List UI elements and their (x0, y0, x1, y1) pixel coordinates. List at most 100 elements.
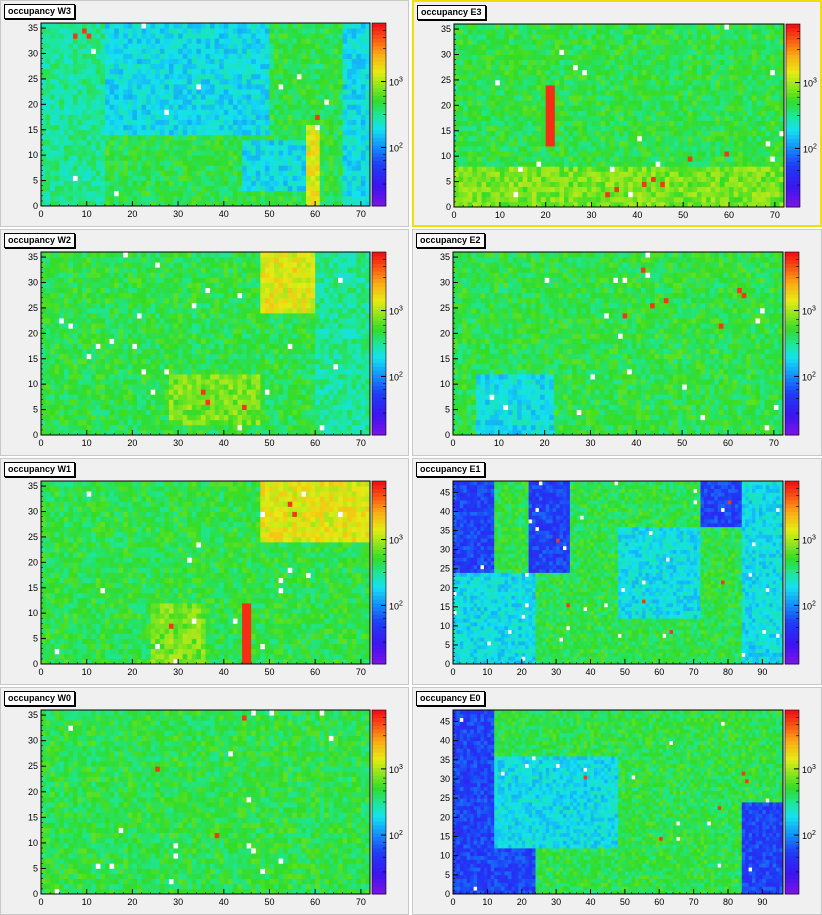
heatmap-cell (609, 85, 615, 91)
heatmap-cell (127, 180, 133, 187)
heatmap-cell (660, 39, 666, 45)
heatmap-cell (118, 23, 124, 29)
heatmap-cell (669, 34, 675, 40)
heatmap-cell (360, 195, 366, 202)
heatmap-cell (527, 176, 533, 182)
heatmap-cell (301, 200, 307, 207)
heatmap-cell (223, 28, 229, 34)
heatmap-cell (246, 139, 252, 146)
heatmap-cell (632, 191, 638, 198)
heatmap-cell (527, 156, 533, 162)
heatmap-cell (132, 119, 138, 126)
heatmap-cell (472, 146, 478, 152)
heatmap-cell (274, 134, 280, 141)
heatmap-cell (310, 104, 316, 110)
heatmap-cell (729, 95, 734, 101)
heatmap-cell (499, 166, 505, 172)
heatmap-cell (710, 59, 716, 66)
heatmap-cell (210, 99, 216, 105)
heatmap-cell (306, 94, 311, 100)
heatmap-cell (724, 110, 730, 116)
heatmap-cell (669, 29, 675, 35)
heatmap-cell (347, 190, 353, 197)
heatmap-cell (214, 155, 220, 161)
heatmap-cell (692, 140, 698, 147)
heatmap-cell (499, 74, 505, 81)
heatmap-cell (481, 39, 487, 45)
heatmap-cell (109, 119, 115, 126)
pad-occupancy-w3[interactable]: 0 10 20 30 40 50 60 70 0 5 10 15 20 25 30 35 102 103 occu… (0, 0, 409, 227)
heatmap-cell (706, 85, 712, 91)
heatmap-cell (356, 33, 362, 39)
heatmap-cell (646, 79, 652, 86)
heatmap-cell (683, 110, 689, 116)
heatmap-cell (614, 146, 620, 152)
heatmap-cell (306, 28, 311, 34)
heatmap-cell (577, 196, 583, 203)
heatmap-cell (104, 84, 110, 90)
heatmap-cell (632, 186, 638, 193)
heatmap-cell (328, 53, 334, 59)
heatmap-cell (664, 191, 670, 198)
heatmap-cell (467, 176, 473, 182)
pad-occupancy-e3[interactable]: 0 10 20 30 40 50 60 70 0 5 10 15 20 25 30 35 102 103 occu… (412, 0, 822, 227)
heatmap-cell (127, 99, 133, 105)
heatmap-cell (328, 180, 334, 187)
heatmap-cell (178, 160, 184, 166)
heatmap-cell (159, 200, 165, 207)
heatmap-cell (159, 134, 165, 141)
heatmap-cell (573, 125, 579, 132)
heatmap-cell (50, 38, 56, 44)
heatmap-cell (541, 171, 547, 177)
heatmap-cell (664, 130, 670, 137)
heatmap-cell (95, 114, 101, 120)
heatmap-cell (664, 156, 670, 162)
heatmap-cell (141, 68, 147, 75)
heatmap-cell (260, 145, 266, 151)
heatmap-cell (146, 195, 152, 202)
heatmap-cell (582, 54, 588, 60)
heatmap-cell (178, 33, 184, 39)
heatmap-cell (210, 53, 216, 59)
heatmap-cell (123, 63, 129, 70)
heatmap-cell (342, 94, 348, 100)
heatmap-cell (481, 69, 487, 76)
heatmap-cell (132, 104, 138, 110)
heatmap-cell (114, 200, 120, 207)
heatmap-cell (255, 134, 261, 141)
heatmap-cell (251, 170, 257, 176)
heatmap-cell (651, 171, 657, 177)
heatmap-cell (91, 68, 97, 75)
heatmap-cell (641, 115, 647, 121)
heatmap-cell (214, 73, 220, 80)
heatmap-cell (522, 74, 528, 81)
heatmap-cell (72, 48, 78, 54)
heatmap-cell (228, 150, 234, 156)
heatmap-cell (237, 53, 243, 59)
heatmap-cell (724, 59, 730, 66)
heatmap-cell (467, 171, 473, 177)
heatmap-cell (164, 155, 170, 161)
heatmap-cell (278, 170, 284, 176)
heatmap-cell (214, 190, 220, 197)
heatmap-cell (260, 99, 266, 105)
heatmap-cell (173, 104, 179, 110)
heatmap-cell (655, 130, 661, 137)
heatmap-cell (545, 49, 551, 55)
heatmap-cell (623, 115, 629, 121)
heatmap-cell (486, 69, 492, 76)
heatmap-cell (292, 68, 298, 75)
heatmap-cell (324, 124, 330, 131)
heatmap-cell (724, 34, 730, 40)
heatmap-cell (715, 125, 721, 132)
heatmap-cell (310, 58, 316, 65)
heatmap-cell (328, 185, 334, 192)
heatmap-cell (577, 171, 583, 177)
heatmap-cell (609, 110, 615, 116)
heatmap-cell (554, 196, 560, 203)
heatmap-cell (141, 38, 147, 44)
heatmap-cell (338, 38, 343, 44)
heatmap-cell (278, 160, 284, 166)
heatmap-cell (114, 145, 120, 151)
heatmap-cell (155, 185, 161, 192)
